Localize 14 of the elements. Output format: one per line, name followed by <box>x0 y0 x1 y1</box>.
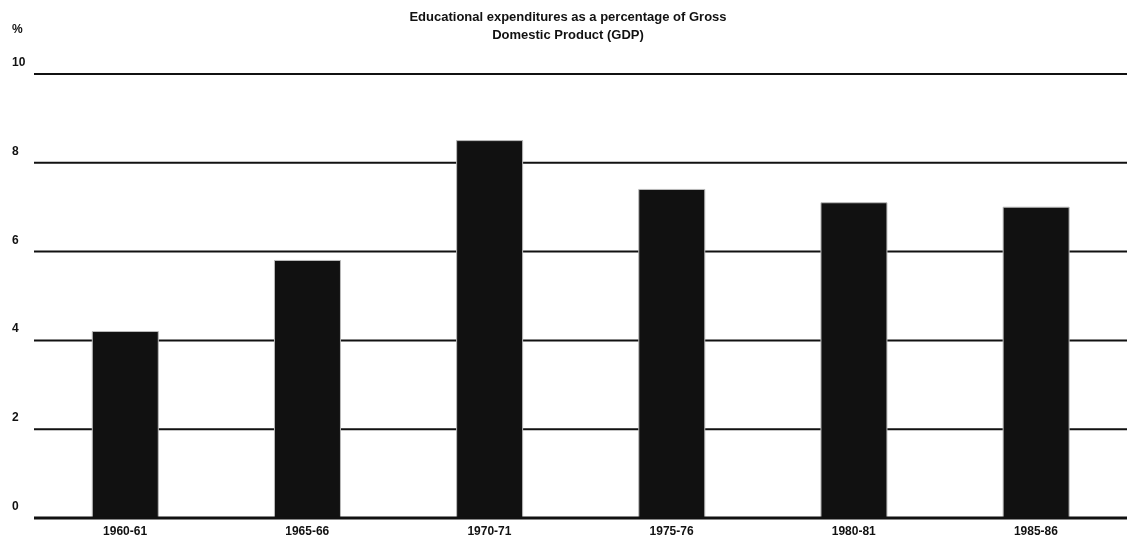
y-tick-label: 8 <box>12 143 19 158</box>
y-tick-label: 4 <box>12 321 19 336</box>
y-tick-label: 2 <box>12 410 19 425</box>
y-tick-label: 0 <box>12 499 19 513</box>
y-tick-label: 10 <box>12 55 26 69</box>
y-tick-label: 6 <box>12 232 19 247</box>
x-tick-label: 1965-66 <box>285 523 330 538</box>
x-tick-label: 1985-86 <box>1013 523 1059 538</box>
x-tick-label: 1980-81 <box>831 523 877 538</box>
chart-title: Educational expenditures as a percentage of Gross Domestic Product (GDP) <box>408 8 728 44</box>
x-tick-label: 1960-61 <box>103 523 148 538</box>
y-axis-title: % <box>12 22 23 36</box>
x-tick-label: 1975-76 <box>649 523 694 538</box>
x-tick-label: 1970-71 <box>467 523 512 538</box>
